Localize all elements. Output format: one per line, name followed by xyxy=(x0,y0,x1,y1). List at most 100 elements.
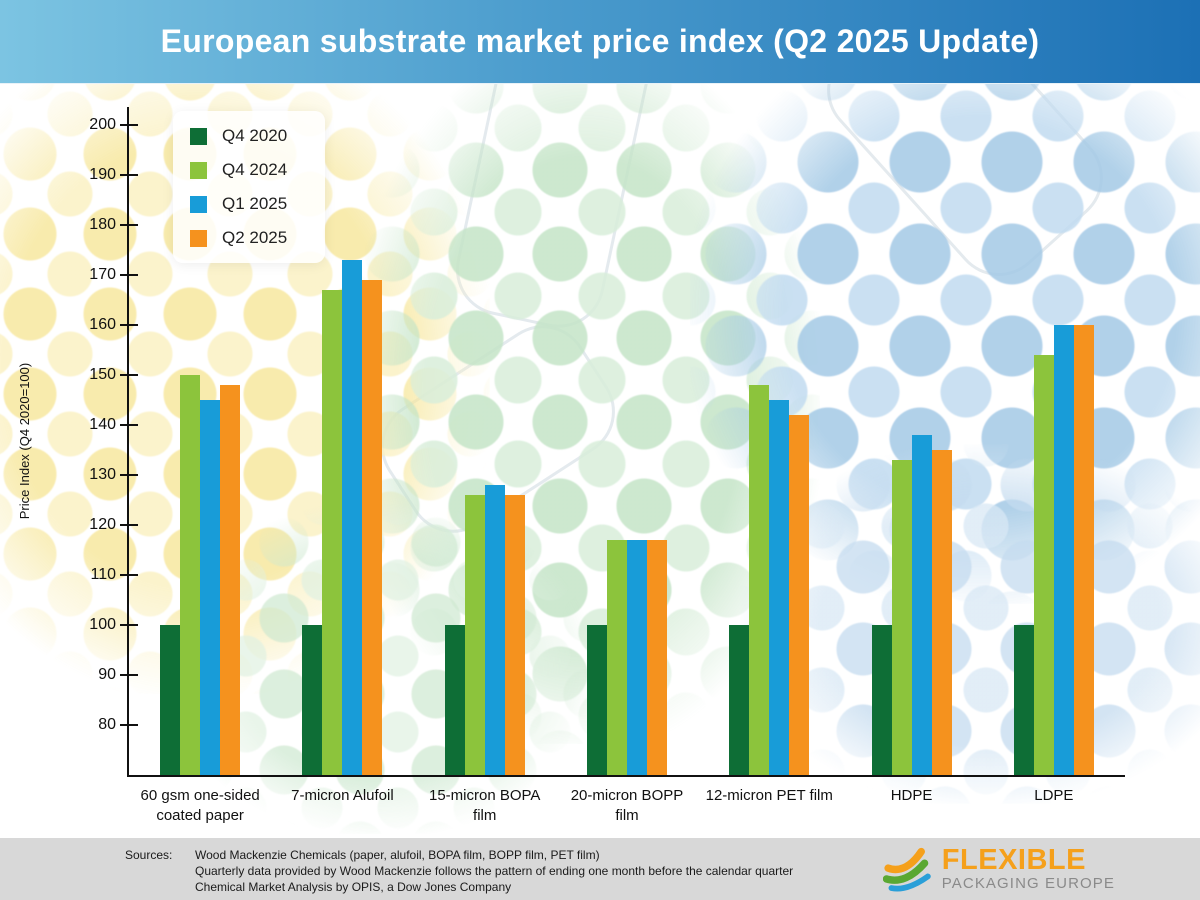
bar xyxy=(646,540,667,775)
logo-line1: FLEXIBLE xyxy=(941,844,1086,876)
flexible-packaging-europe-logo: FLEXIBLE PACKAGING EUROPE xyxy=(882,844,1115,893)
sources-text: Wood Mackenzie Chemicals (paper, alufoil… xyxy=(195,847,793,895)
y-tick xyxy=(120,424,138,426)
y-tick xyxy=(120,674,138,676)
bar xyxy=(749,385,770,775)
bar-groups xyxy=(129,107,1125,775)
chart-legend: Q4 2020 Q4 2024 Q1 2025 Q2 2025 xyxy=(173,111,326,263)
source-line: Quarterly data provided by Wood Mackenzi… xyxy=(195,864,794,878)
blue-pellets-decoration xyxy=(740,444,1200,804)
bar xyxy=(180,375,201,775)
bar xyxy=(220,385,241,775)
legend-swatch xyxy=(190,127,207,145)
bar xyxy=(504,495,525,775)
legend-item: Q4 2024 xyxy=(190,160,287,180)
y-tick xyxy=(120,724,138,726)
bar xyxy=(729,625,750,775)
source-line: Wood Mackenzie Chemicals (paper, alufoil… xyxy=(195,848,600,862)
y-tick xyxy=(120,574,138,576)
bar xyxy=(200,400,221,775)
y-tick-label: 180 xyxy=(89,216,116,233)
footer-bar: Sources: Wood Mackenzie Chemicals (paper… xyxy=(0,838,1200,900)
x-axis-category-label: 20-micron BOPP film xyxy=(570,787,684,824)
bar-group xyxy=(129,107,271,775)
legend-swatch xyxy=(190,161,207,179)
y-tick-label: 200 xyxy=(89,116,116,133)
sources-block: Sources: Wood Mackenzie Chemicals (paper… xyxy=(125,847,793,895)
legend-item: Q4 2020 xyxy=(190,126,287,146)
y-axis-label: Price Index (Q4 2020=100) xyxy=(17,362,32,520)
x-axis-category-label: HDPE xyxy=(890,787,933,804)
flexible-packaging-europe-logo-icon xyxy=(882,847,931,892)
legend-label: Q1 2025 xyxy=(222,194,288,213)
bar xyxy=(160,625,181,775)
logo-text: FLEXIBLE PACKAGING EUROPE xyxy=(941,844,1115,893)
bar xyxy=(1013,625,1034,775)
legend-swatch xyxy=(190,229,207,247)
bar-group xyxy=(983,107,1125,775)
bar xyxy=(911,435,932,775)
y-tick xyxy=(120,324,138,326)
legend-label: Q4 2024 xyxy=(222,160,288,179)
bar xyxy=(931,450,952,775)
bar-group xyxy=(840,107,982,775)
bar xyxy=(871,625,892,775)
legend-label: Q2 2025 xyxy=(222,228,288,247)
y-tick-label: 170 xyxy=(89,266,116,283)
page-title: European substrate market price index (Q… xyxy=(160,23,1040,59)
y-tick-label: 80 xyxy=(98,716,116,733)
x-axis-category-label: 15-micron BOPA film xyxy=(428,787,541,824)
chart-area: Price Index (Q4 2020=100) 80 90 100 110 120 1… xyxy=(0,84,1200,838)
legend-label: Q4 2020 xyxy=(222,126,288,145)
bar xyxy=(1033,355,1054,775)
y-tick xyxy=(120,174,138,176)
y-tick-label: 110 xyxy=(90,566,116,583)
x-axis-labels: 60 gsm one-sided coated paper 7-micron Al… xyxy=(129,786,1125,825)
bar xyxy=(362,280,383,775)
bar xyxy=(606,540,627,775)
sources-label: Sources: xyxy=(125,848,173,862)
y-tick-label: 100 xyxy=(89,616,116,633)
x-axis-category-label: 7-micron Alufoil xyxy=(291,787,394,804)
price-index-bar-chart: Price Index (Q4 2020=100) 80 90 100 110 120 1… xyxy=(17,107,1125,824)
y-tick xyxy=(120,474,138,476)
bar xyxy=(586,625,607,775)
legend-swatch xyxy=(190,195,207,213)
bar xyxy=(1073,325,1094,775)
y-tick-label: 160 xyxy=(89,316,116,333)
bar xyxy=(444,625,465,775)
x-axis-category-label: LDPE xyxy=(1034,787,1074,804)
source-line: Chemical Market Analysis by OPIS, a Dow … xyxy=(195,880,512,894)
y-tick xyxy=(120,224,138,226)
bar xyxy=(891,460,912,775)
legend-item: Q2 2025 xyxy=(190,228,287,248)
y-tick-label: 90 xyxy=(98,666,116,683)
y-tick xyxy=(120,374,138,376)
bar xyxy=(1053,325,1074,775)
y-tick-label: 190 xyxy=(89,166,116,183)
bar-group xyxy=(414,107,556,775)
header-banner: European substrate market price index (Q… xyxy=(0,0,1200,84)
y-tick-label: 150 xyxy=(89,366,116,383)
y-tick xyxy=(120,124,138,126)
bar xyxy=(464,495,485,775)
y-tick-label: 130 xyxy=(89,466,116,483)
y-tick-label: 140 xyxy=(89,416,116,433)
bar xyxy=(342,260,363,775)
bar xyxy=(302,625,323,775)
x-axis-category-label: 60 gsm one-sided coated paper xyxy=(140,787,260,824)
bar xyxy=(789,415,810,775)
bar xyxy=(484,485,505,775)
bar xyxy=(626,540,647,775)
bar xyxy=(322,290,343,775)
bar-group xyxy=(698,107,840,775)
x-axis-category-label: 12-micron PET film xyxy=(705,787,833,804)
y-tick xyxy=(120,524,138,526)
y-tick-label: 120 xyxy=(89,516,116,533)
logo-line2: PACKAGING EUROPE xyxy=(941,875,1115,892)
legend-item: Q1 2025 xyxy=(190,194,287,214)
bar-group xyxy=(271,107,413,775)
y-tick xyxy=(120,274,138,276)
bar xyxy=(769,400,790,775)
